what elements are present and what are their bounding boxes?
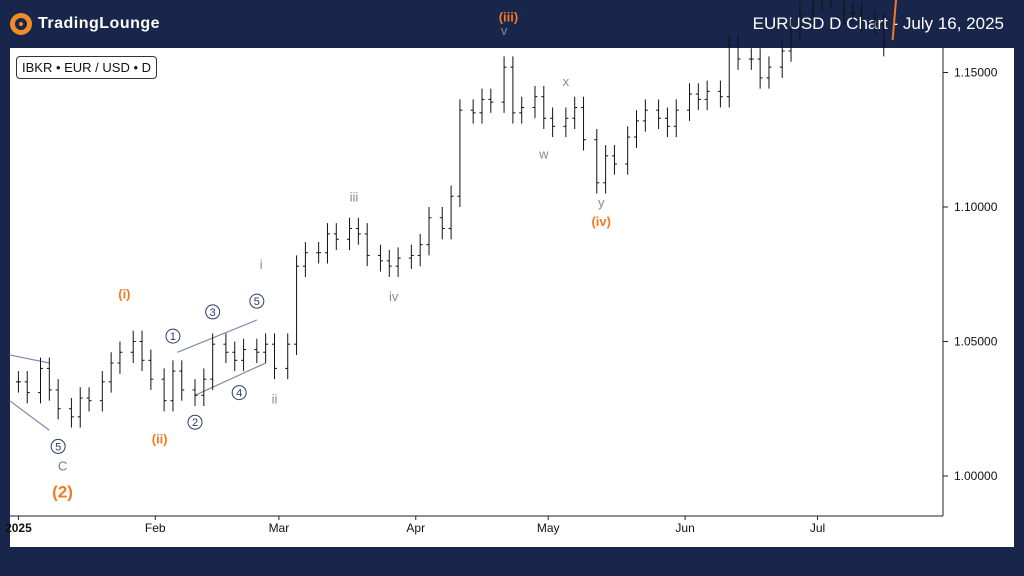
wave-label: ii [272,391,278,406]
wave-label: (ii) [152,432,168,447]
projection-line [891,0,898,41]
symbol-badge: IBKR • EUR / USD • D [16,56,158,79]
x-tick-label: May [537,521,560,535]
chart-title: EURUSD D Chart - July 16, 2025 [752,14,1004,33]
wave-circle [50,438,66,454]
wave-circle-label: 2 [192,417,198,429]
trend-line [9,354,50,364]
wave-circle [205,304,221,320]
y-tick-label: 1.00000 [954,469,998,483]
y-tick-label: 1.10000 [954,200,998,214]
wave-circle [231,385,247,401]
tradinglounge-logo: TradingLounge [10,12,160,36]
wave-label: x [563,74,570,89]
wave-circle [249,293,265,309]
wave-circle [187,414,203,430]
logo-text: TradingLounge [38,15,161,32]
x-tick-label: Apr [406,521,425,535]
wave-label: C [58,459,67,474]
x-tick-label: Feb [145,521,166,535]
wave-label: (iv) [591,214,611,229]
wave-label: iv [389,289,399,304]
wave-label: i [260,257,263,272]
x-tick-label: Jul [810,521,825,535]
trend-line [9,400,50,431]
y-tick-label: 1.15000 [954,66,998,80]
logo-icon [10,13,32,35]
wave-label: (iii) [499,9,519,24]
x-tick-label: Jun [675,521,694,535]
wave-circle-label: 3 [210,307,216,319]
wave-label: w [538,147,549,162]
x-tick-label: Mar [269,521,290,535]
wave-circle-label: 4 [236,388,242,400]
x-tick-label: 2025 [5,521,32,535]
wave-label: v [501,23,508,38]
trend-line [194,362,266,396]
wave-label: y [598,195,605,210]
wave-label: (i) [118,286,130,301]
trend-line [177,319,258,353]
wave-label: (2) [52,483,73,502]
wave-circle-label: 5 [55,441,61,453]
header-bar: TradingLounge EURUSD D Chart - July 16, … [0,0,1024,48]
wave-circle-label: 1 [170,331,176,343]
wave-circle-label: 5 [254,296,260,308]
wave-circle [165,328,181,344]
y-tick-label: 1.05000 [954,335,998,349]
wave-label: iii [350,190,359,205]
chart-panel [10,48,1014,547]
